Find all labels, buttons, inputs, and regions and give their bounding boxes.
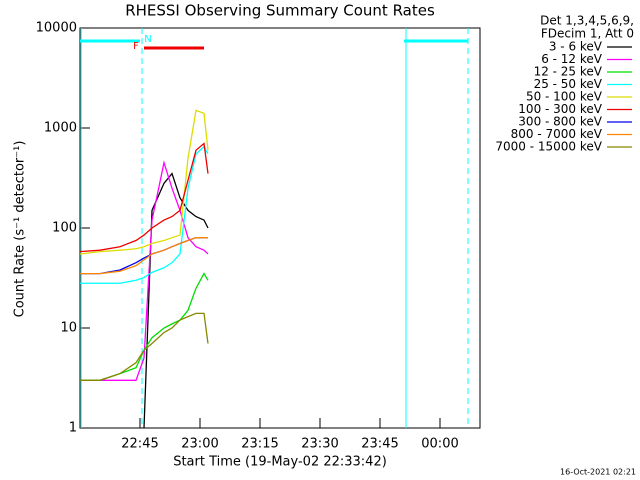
series-line bbox=[79, 109, 209, 255]
legend-label: 12 - 25 keV bbox=[534, 65, 603, 79]
x-tick-label: 22:45 bbox=[121, 437, 158, 452]
legend-label: 7000 - 15000 keV bbox=[495, 140, 602, 154]
series-line bbox=[80, 160, 209, 381]
series-line bbox=[79, 142, 209, 253]
legend-header: Det 1,3,4,5,6,9, bbox=[540, 14, 634, 28]
legend-label: 6 - 12 keV bbox=[541, 52, 603, 66]
series-line bbox=[80, 145, 209, 284]
y-tick-label: 10 bbox=[60, 321, 77, 336]
legend-label: 3 - 6 keV bbox=[549, 40, 603, 54]
x-tick-label: 23:30 bbox=[301, 437, 338, 452]
y-axis-label: Count Rate (s⁻¹ detector⁻¹) bbox=[13, 141, 28, 318]
series-line bbox=[80, 272, 209, 381]
legend-label: 100 - 300 keV bbox=[518, 102, 602, 116]
chart-title: RHESSI Observing Summary Count Rates bbox=[125, 2, 435, 20]
legend-label: 800 - 7000 keV bbox=[511, 127, 603, 141]
y-tick-label: 1000 bbox=[44, 121, 77, 136]
y-tick-label: 100 bbox=[52, 221, 77, 236]
series-line bbox=[80, 237, 208, 275]
y-tick-label: 10000 bbox=[36, 21, 77, 36]
y-tick-label: 1 bbox=[69, 421, 77, 436]
x-tick-label: 23:15 bbox=[241, 437, 278, 452]
legend-header: FDecim 1, Att 0 bbox=[541, 27, 634, 41]
x-tick-label: 23:45 bbox=[361, 437, 398, 452]
legend-label: 50 - 100 keV bbox=[526, 90, 603, 104]
x-tick-label: 00:00 bbox=[421, 437, 458, 452]
x-tick-label: 23:00 bbox=[181, 437, 218, 452]
footer-date: 16-Oct-2021 02:21 bbox=[560, 468, 636, 477]
series-line bbox=[80, 237, 208, 275]
interval-label: F bbox=[133, 41, 139, 52]
legend-label: 300 - 800 keV bbox=[518, 115, 602, 129]
legend-label: 25 - 50 keV bbox=[534, 77, 603, 91]
interval-label: N bbox=[144, 34, 151, 45]
series-line bbox=[80, 312, 209, 381]
x-axis-label: Start Time (19-May-02 22:33:42) bbox=[173, 455, 387, 470]
